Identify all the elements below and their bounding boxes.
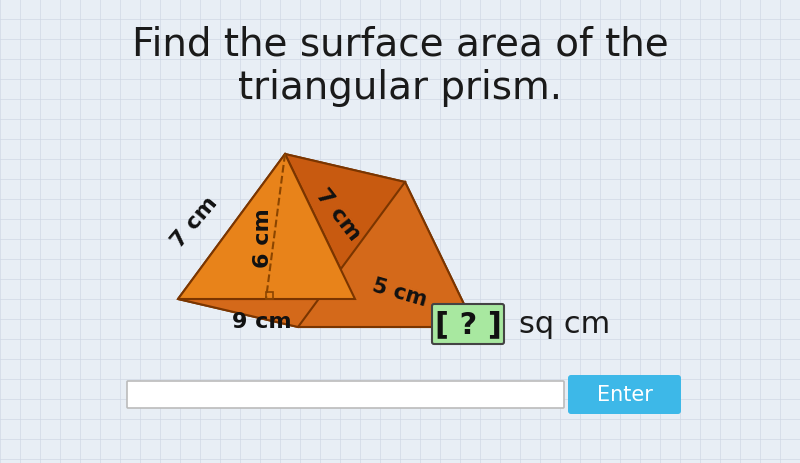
Text: 6 cm: 6 cm	[253, 208, 273, 267]
Polygon shape	[178, 155, 355, 300]
Text: 9 cm: 9 cm	[232, 311, 292, 332]
Polygon shape	[178, 155, 405, 327]
Polygon shape	[178, 300, 475, 327]
Text: 7 cm: 7 cm	[168, 192, 222, 251]
Text: [ ? ]: [ ? ]	[434, 310, 502, 339]
Polygon shape	[285, 155, 475, 327]
FancyBboxPatch shape	[568, 375, 681, 414]
FancyBboxPatch shape	[127, 381, 564, 408]
Polygon shape	[298, 182, 475, 327]
Text: Find the surface area of the: Find the surface area of the	[132, 26, 668, 64]
Text: Enter: Enter	[597, 385, 653, 405]
FancyBboxPatch shape	[432, 304, 504, 344]
Text: 5 cm: 5 cm	[370, 275, 430, 310]
Text: sq cm: sq cm	[519, 310, 610, 339]
Text: 7 cm: 7 cm	[312, 185, 364, 244]
Text: triangular prism.: triangular prism.	[238, 69, 562, 107]
